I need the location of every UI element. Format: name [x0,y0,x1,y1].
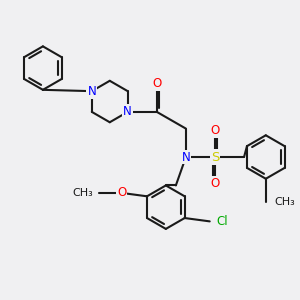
Text: O: O [210,177,220,190]
Text: O: O [210,124,220,137]
Text: N: N [123,105,132,119]
Text: CH₃: CH₃ [73,188,94,198]
Text: N: N [182,151,190,164]
Text: O: O [117,187,127,200]
Text: Cl: Cl [216,215,228,228]
Text: O: O [152,77,161,90]
Text: CH₃: CH₃ [274,197,295,207]
Text: S: S [211,151,219,164]
Text: N: N [87,85,96,98]
